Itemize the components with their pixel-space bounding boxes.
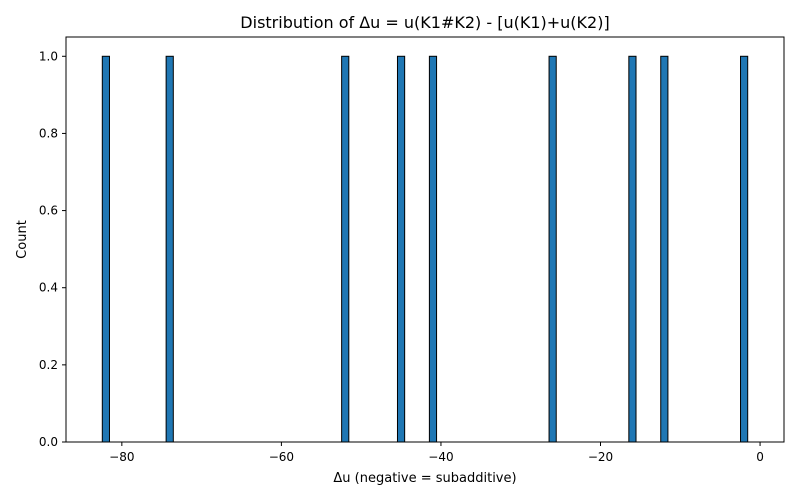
y-tick-label: 0.8: [39, 126, 58, 140]
plot-frame: [65, 36, 785, 443]
y-tick-label: 0.4: [39, 281, 58, 295]
x-tick-label: −20: [588, 450, 613, 464]
y-axis-ticks: 0.0 0.2 0.4 0.6 0.8 1.0: [39, 49, 66, 449]
bars-group: [101, 55, 749, 443]
histogram-bar: [660, 55, 669, 443]
x-tick-label: −60: [269, 450, 294, 464]
y-tick-label: 1.0: [39, 49, 58, 63]
x-axis-ticks: −80 −60 −40 −20 0: [109, 442, 764, 464]
x-tick-label: −40: [428, 450, 453, 464]
histogram-bar: [341, 55, 350, 443]
histogram-bar: [548, 55, 557, 443]
histogram-bar: [740, 55, 749, 443]
x-tick-label: 0: [756, 450, 764, 464]
y-tick-label: 0.0: [39, 435, 58, 449]
y-tick-label: 0.2: [39, 358, 58, 372]
y-tick-label: 0.6: [39, 204, 58, 218]
chart-title: Distribution of Δu = u(K1#K2) - [u(K1)+u…: [240, 13, 609, 32]
y-axis-label: Count: [15, 220, 30, 259]
histogram-bar: [396, 55, 406, 443]
x-axis-label: Δu (negative = subadditive): [333, 471, 516, 486]
histogram-bar: [165, 55, 174, 443]
x-tick-label: −80: [109, 450, 134, 464]
histogram-bar: [428, 55, 438, 443]
histogram-bar: [628, 55, 637, 443]
histogram-bar: [101, 55, 110, 443]
